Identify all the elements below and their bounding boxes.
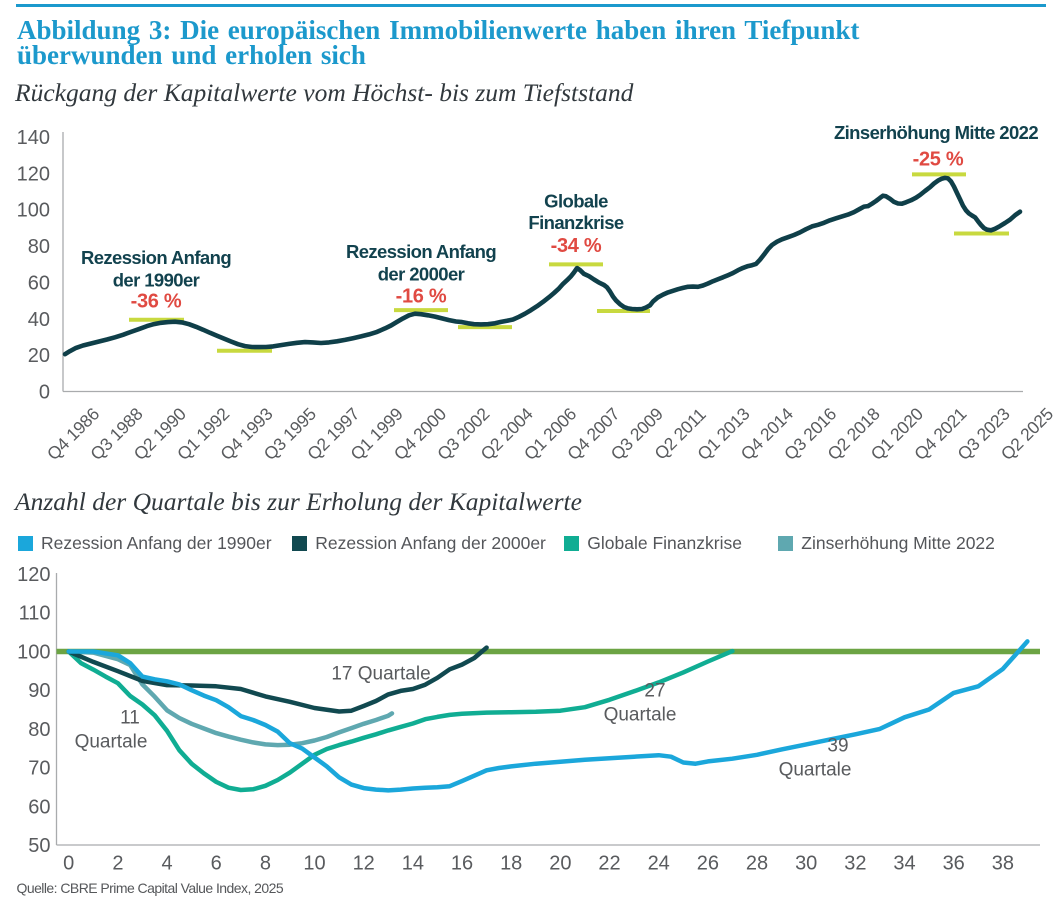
svg-text:24: 24 [648, 853, 670, 875]
svg-text:Quartale: Quartale [779, 760, 852, 781]
svg-text:34: 34 [893, 853, 915, 875]
svg-text:2: 2 [112, 853, 123, 875]
svg-text:20: 20 [28, 345, 50, 367]
svg-text:Globale: Globale [544, 191, 608, 212]
svg-text:22: 22 [598, 853, 620, 875]
svg-text:30: 30 [795, 853, 817, 875]
svg-text:40: 40 [28, 309, 50, 331]
svg-text:Finanzkrise: Finanzkrise [528, 212, 623, 233]
svg-text:90: 90 [28, 680, 50, 702]
svg-text:10: 10 [303, 853, 325, 875]
svg-text:100: 100 [17, 200, 50, 222]
svg-text:26: 26 [697, 853, 719, 875]
svg-text:39: 39 [827, 736, 848, 757]
svg-text:-34 %: -34 % [551, 235, 602, 257]
svg-text:70: 70 [28, 758, 50, 780]
svg-text:der 2000er: der 2000er [378, 264, 465, 285]
svg-text:Quartale: Quartale [75, 732, 148, 753]
svg-text:-25 %: -25 % [913, 149, 964, 171]
svg-text:11: 11 [120, 708, 140, 729]
svg-text:80: 80 [28, 719, 50, 741]
svg-text:120: 120 [17, 163, 50, 185]
svg-text:16: 16 [451, 853, 473, 875]
svg-text:14: 14 [402, 853, 424, 875]
svg-text:100: 100 [17, 642, 50, 664]
svg-text:50: 50 [28, 835, 50, 857]
svg-text:Rezession Anfang: Rezession Anfang [81, 247, 231, 268]
svg-text:Quartale: Quartale [604, 705, 677, 726]
svg-text:0: 0 [39, 382, 50, 404]
svg-text:32: 32 [844, 853, 866, 875]
svg-text:110: 110 [19, 603, 51, 625]
svg-text:12: 12 [353, 853, 375, 875]
svg-text:140: 140 [17, 127, 50, 149]
svg-text:Zinserhöhung Mitte 2022: Zinserhöhung Mitte 2022 [834, 122, 1038, 143]
svg-text:0: 0 [63, 853, 74, 875]
svg-text:-16 %: -16 % [396, 286, 447, 308]
svg-text:28: 28 [746, 853, 768, 875]
svg-text:6: 6 [211, 853, 222, 875]
svg-text:17 Quartale: 17 Quartale [331, 664, 430, 685]
svg-text:120: 120 [17, 564, 50, 586]
svg-text:4: 4 [161, 853, 172, 875]
svg-text:18: 18 [500, 853, 522, 875]
svg-text:60: 60 [28, 796, 50, 818]
svg-text:80: 80 [28, 236, 50, 258]
svg-text:38: 38 [992, 853, 1014, 875]
svg-text:27: 27 [644, 681, 665, 702]
svg-text:-36 %: -36 % [131, 291, 182, 313]
svg-text:der 1990er: der 1990er [113, 270, 200, 291]
svg-text:36: 36 [943, 853, 965, 875]
svg-text:20: 20 [549, 853, 571, 875]
svg-text:8: 8 [260, 853, 271, 875]
svg-text:60: 60 [28, 272, 50, 294]
svg-text:Rezession Anfang: Rezession Anfang [346, 241, 496, 262]
